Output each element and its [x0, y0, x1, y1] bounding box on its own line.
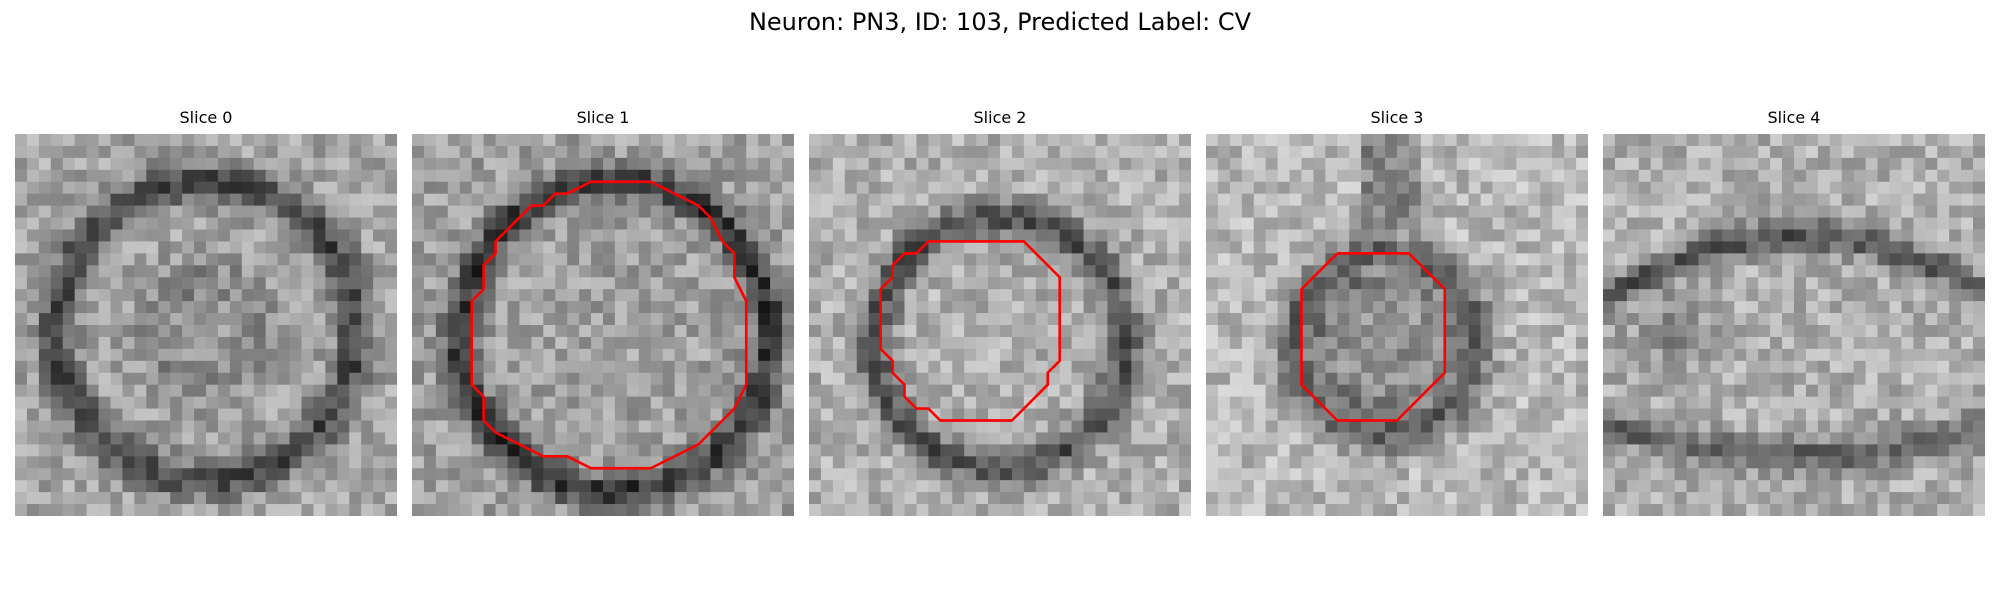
slice-image	[809, 134, 1191, 516]
slice-title: Slice 4	[1767, 108, 1821, 127]
slice-canvas	[15, 134, 397, 516]
slice-title: Slice 1	[576, 108, 630, 127]
slice-canvas	[1603, 134, 1985, 516]
slice-image	[412, 134, 794, 516]
slice-image	[1206, 134, 1588, 516]
slice-panel-2: Slice 2	[809, 108, 1191, 516]
slice-image	[1603, 134, 1985, 516]
slice-panel-1: Slice 1	[412, 108, 794, 516]
figure-title: Neuron: PN3, ID: 103, Predicted Label: C…	[748, 8, 1252, 36]
slice-canvas	[1206, 134, 1588, 516]
slice-panel-4: Slice 4	[1603, 108, 1985, 516]
segmentation-contour	[470, 180, 748, 470]
segmentation-contour	[1300, 252, 1447, 422]
slice-title: Slice 3	[1370, 108, 1424, 127]
slice-panel-3: Slice 3	[1206, 108, 1588, 516]
slice-title: Slice 0	[179, 108, 233, 127]
slice-title: Slice 2	[973, 108, 1027, 127]
slice-panel-0: Slice 0	[15, 108, 397, 516]
segmentation-contour	[879, 240, 1062, 422]
slice-canvas	[809, 134, 1191, 516]
slice-canvas	[412, 134, 794, 516]
slice-image	[15, 134, 397, 516]
